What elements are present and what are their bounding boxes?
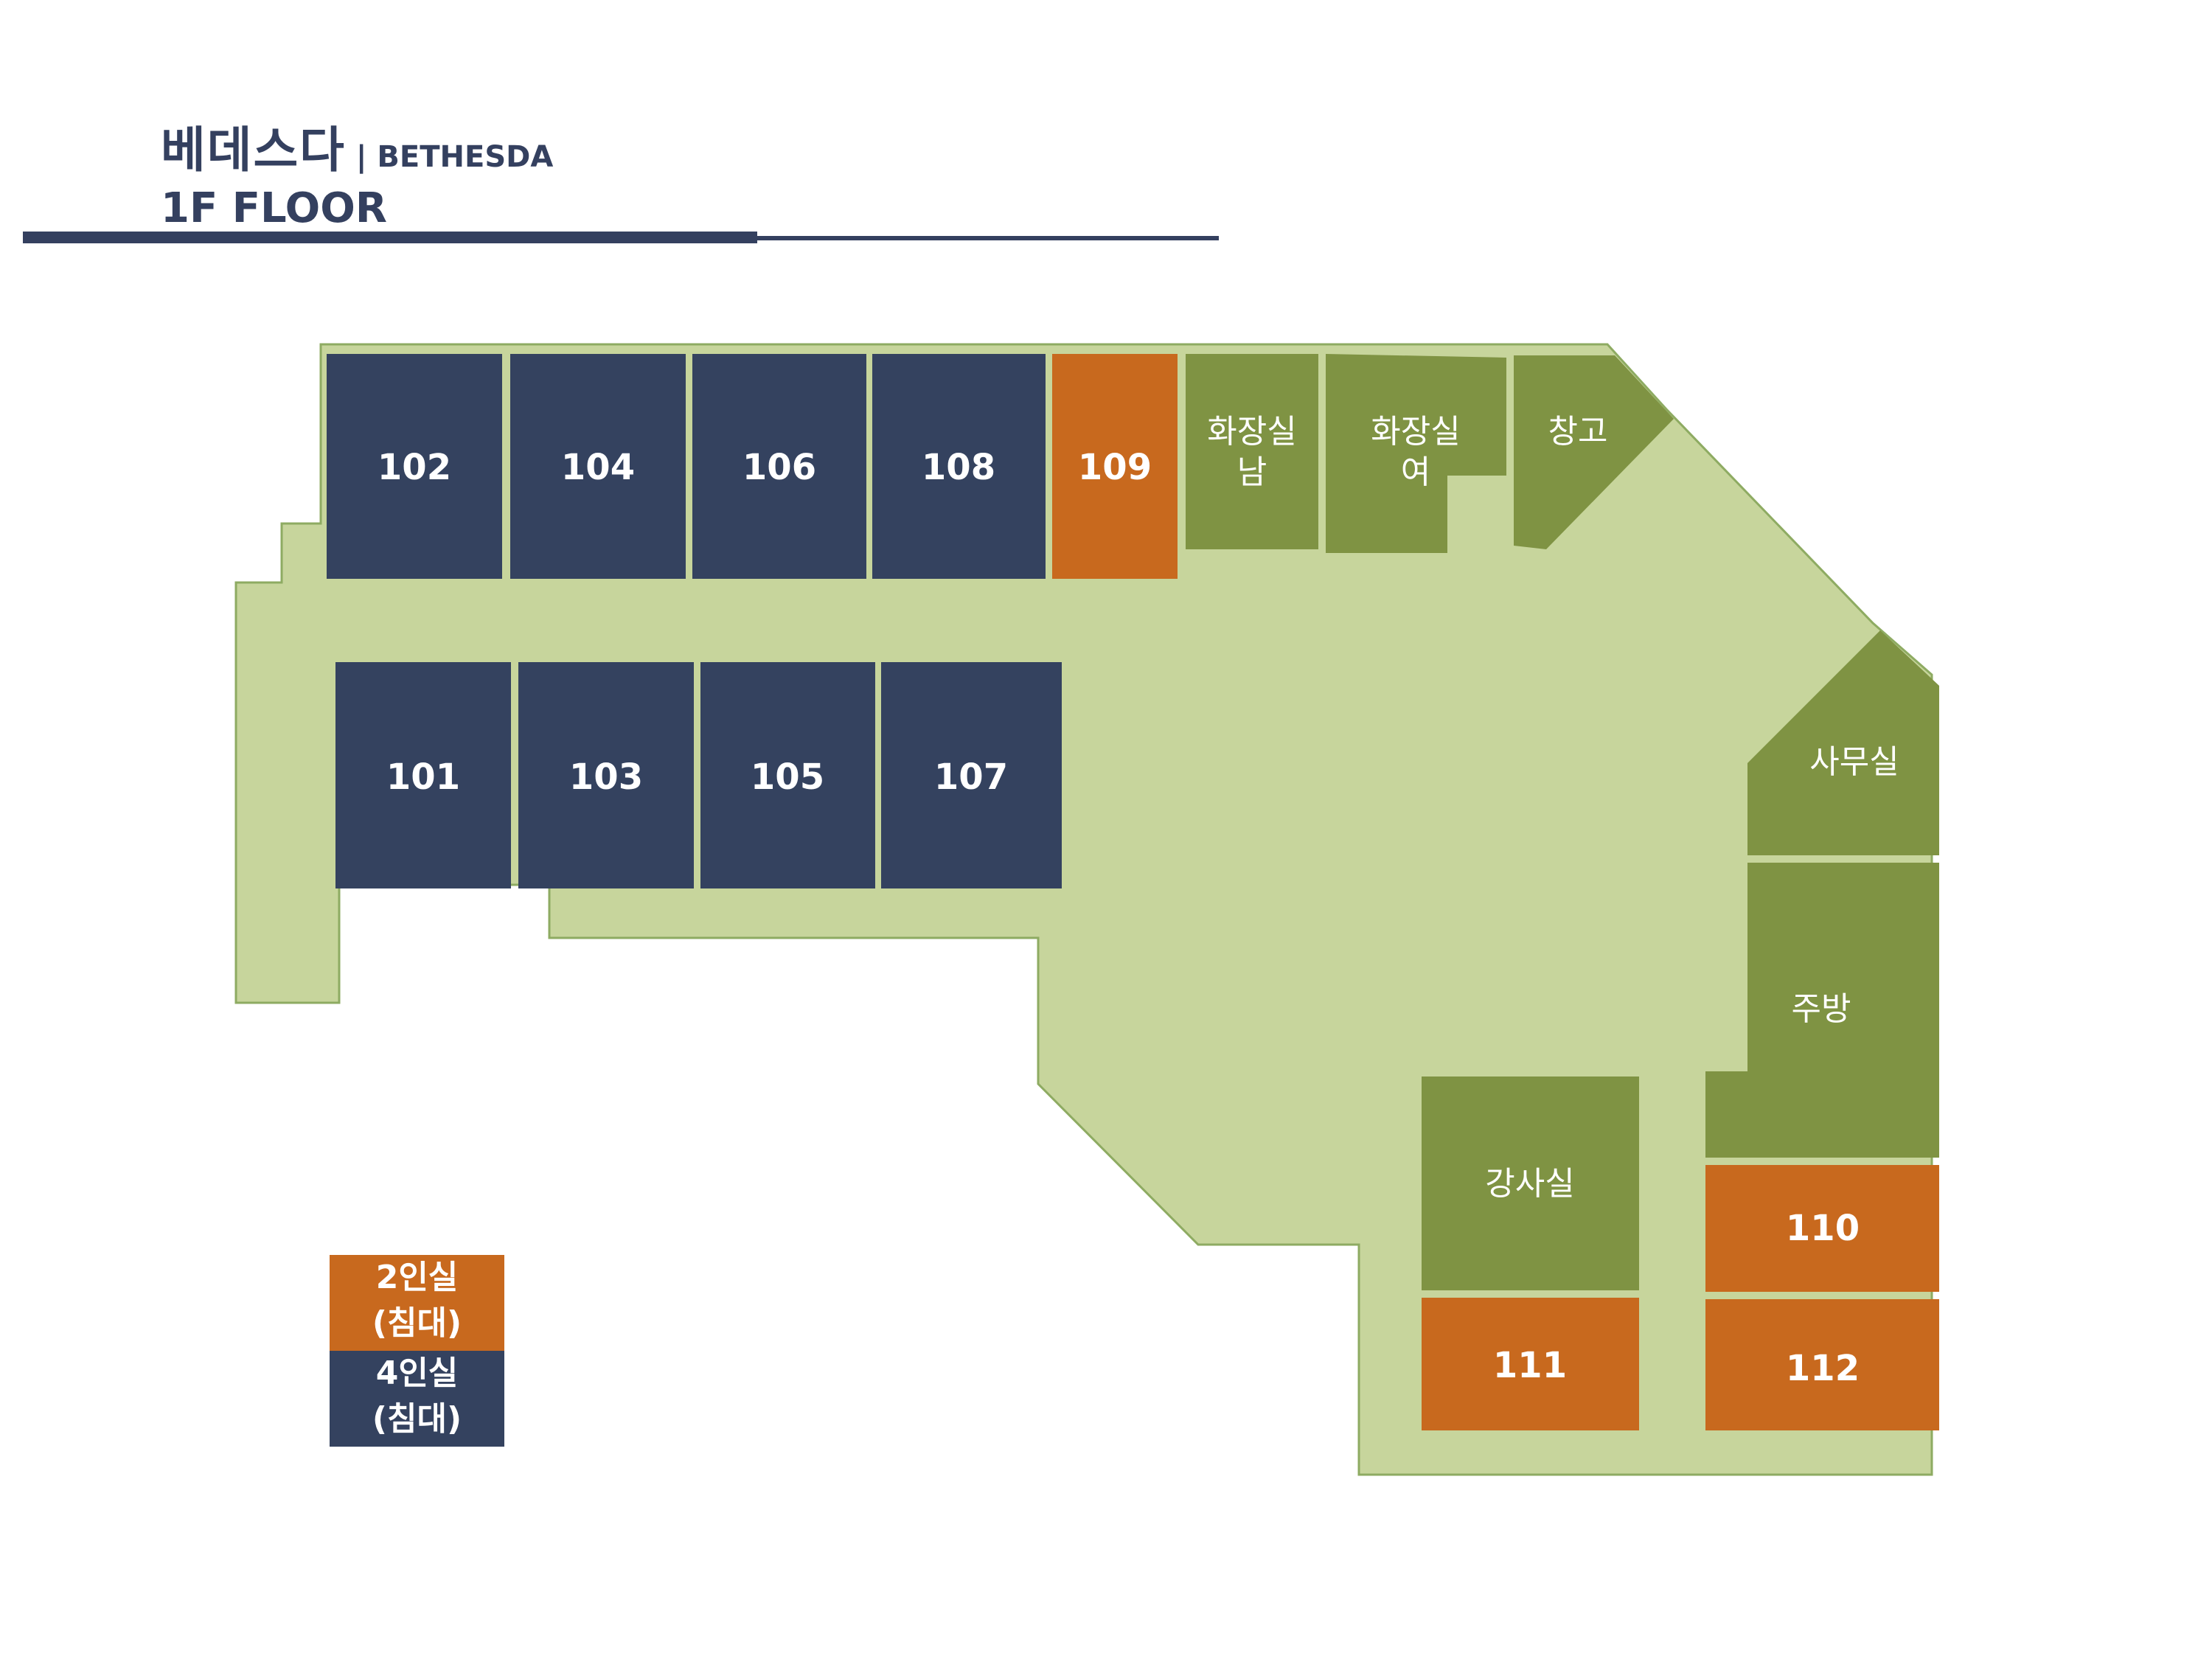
legend-four-person: 4인실 (침대) xyxy=(330,1351,504,1447)
room-111-label: 111 xyxy=(1493,1345,1567,1386)
restroom-women-label-2: 여 xyxy=(1401,453,1430,491)
room-112-label: 112 xyxy=(1786,1348,1860,1389)
room-107-label: 107 xyxy=(934,757,1008,798)
legend-four-person-line2: (침대) xyxy=(372,1400,462,1438)
restroom-women-label-1: 화장실 xyxy=(1371,413,1460,451)
kitchen-label: 주방 xyxy=(1792,990,1851,1028)
restroom-men-label-2: 남 xyxy=(1237,453,1267,491)
room-110-label: 110 xyxy=(1786,1208,1860,1249)
lecture-room[interactable]: 강사실 xyxy=(1422,1077,1639,1290)
restroom-men-label-1: 화장실 xyxy=(1207,413,1296,451)
room-103-label: 103 xyxy=(569,757,643,798)
room-102-label: 102 xyxy=(378,447,451,488)
room-109-label: 109 xyxy=(1078,447,1152,488)
header-rule-thin xyxy=(757,236,1219,240)
room-104-label: 104 xyxy=(561,447,635,488)
room-108[interactable]: 108 xyxy=(872,354,1046,579)
legend-four-person-line1: 4인실 xyxy=(375,1354,459,1392)
room-105[interactable]: 105 xyxy=(700,662,875,888)
room-111[interactable]: 111 xyxy=(1422,1298,1639,1430)
room-112[interactable]: 112 xyxy=(1705,1299,1939,1430)
legend-two-person-line1: 2인실 xyxy=(375,1259,459,1296)
office-label: 사무실 xyxy=(1809,743,1899,781)
office[interactable]: 사무실 xyxy=(1747,630,1939,855)
room-107[interactable]: 107 xyxy=(881,662,1062,888)
room-102[interactable]: 102 xyxy=(327,354,502,579)
room-108-label: 108 xyxy=(922,447,995,488)
room-104[interactable]: 104 xyxy=(510,354,686,579)
storage-label: 창고 xyxy=(1548,413,1608,451)
lecture-room-label: 강사실 xyxy=(1485,1165,1574,1203)
room-105-label: 105 xyxy=(751,757,824,798)
room-110[interactable]: 110 xyxy=(1705,1165,1939,1292)
room-103[interactable]: 103 xyxy=(518,662,694,888)
restroom-women[interactable]: 화장실 여 xyxy=(1326,354,1506,553)
legend-two-person: 2인실 (침대) xyxy=(330,1255,504,1351)
room-106-label: 106 xyxy=(742,447,816,488)
restroom-men[interactable]: 화장실 남 xyxy=(1186,354,1318,549)
title-korean: 베데스다 xyxy=(161,122,346,178)
room-101[interactable]: 101 xyxy=(335,662,511,888)
storage[interactable]: 창고 xyxy=(1514,355,1674,549)
room-101-label: 101 xyxy=(386,757,460,798)
page-title: 베데스다 | BETHESDA xyxy=(161,111,553,181)
floor-label: 1F FLOOR xyxy=(161,184,387,232)
room-109[interactable]: 109 xyxy=(1052,354,1178,579)
kitchen[interactable]: 주방 xyxy=(1705,863,1939,1158)
title-english: | BETHESDA xyxy=(355,140,554,174)
room-106[interactable]: 106 xyxy=(692,354,866,579)
legend-two-person-line2: (침대) xyxy=(372,1304,462,1342)
header-rule-thick xyxy=(23,232,757,243)
